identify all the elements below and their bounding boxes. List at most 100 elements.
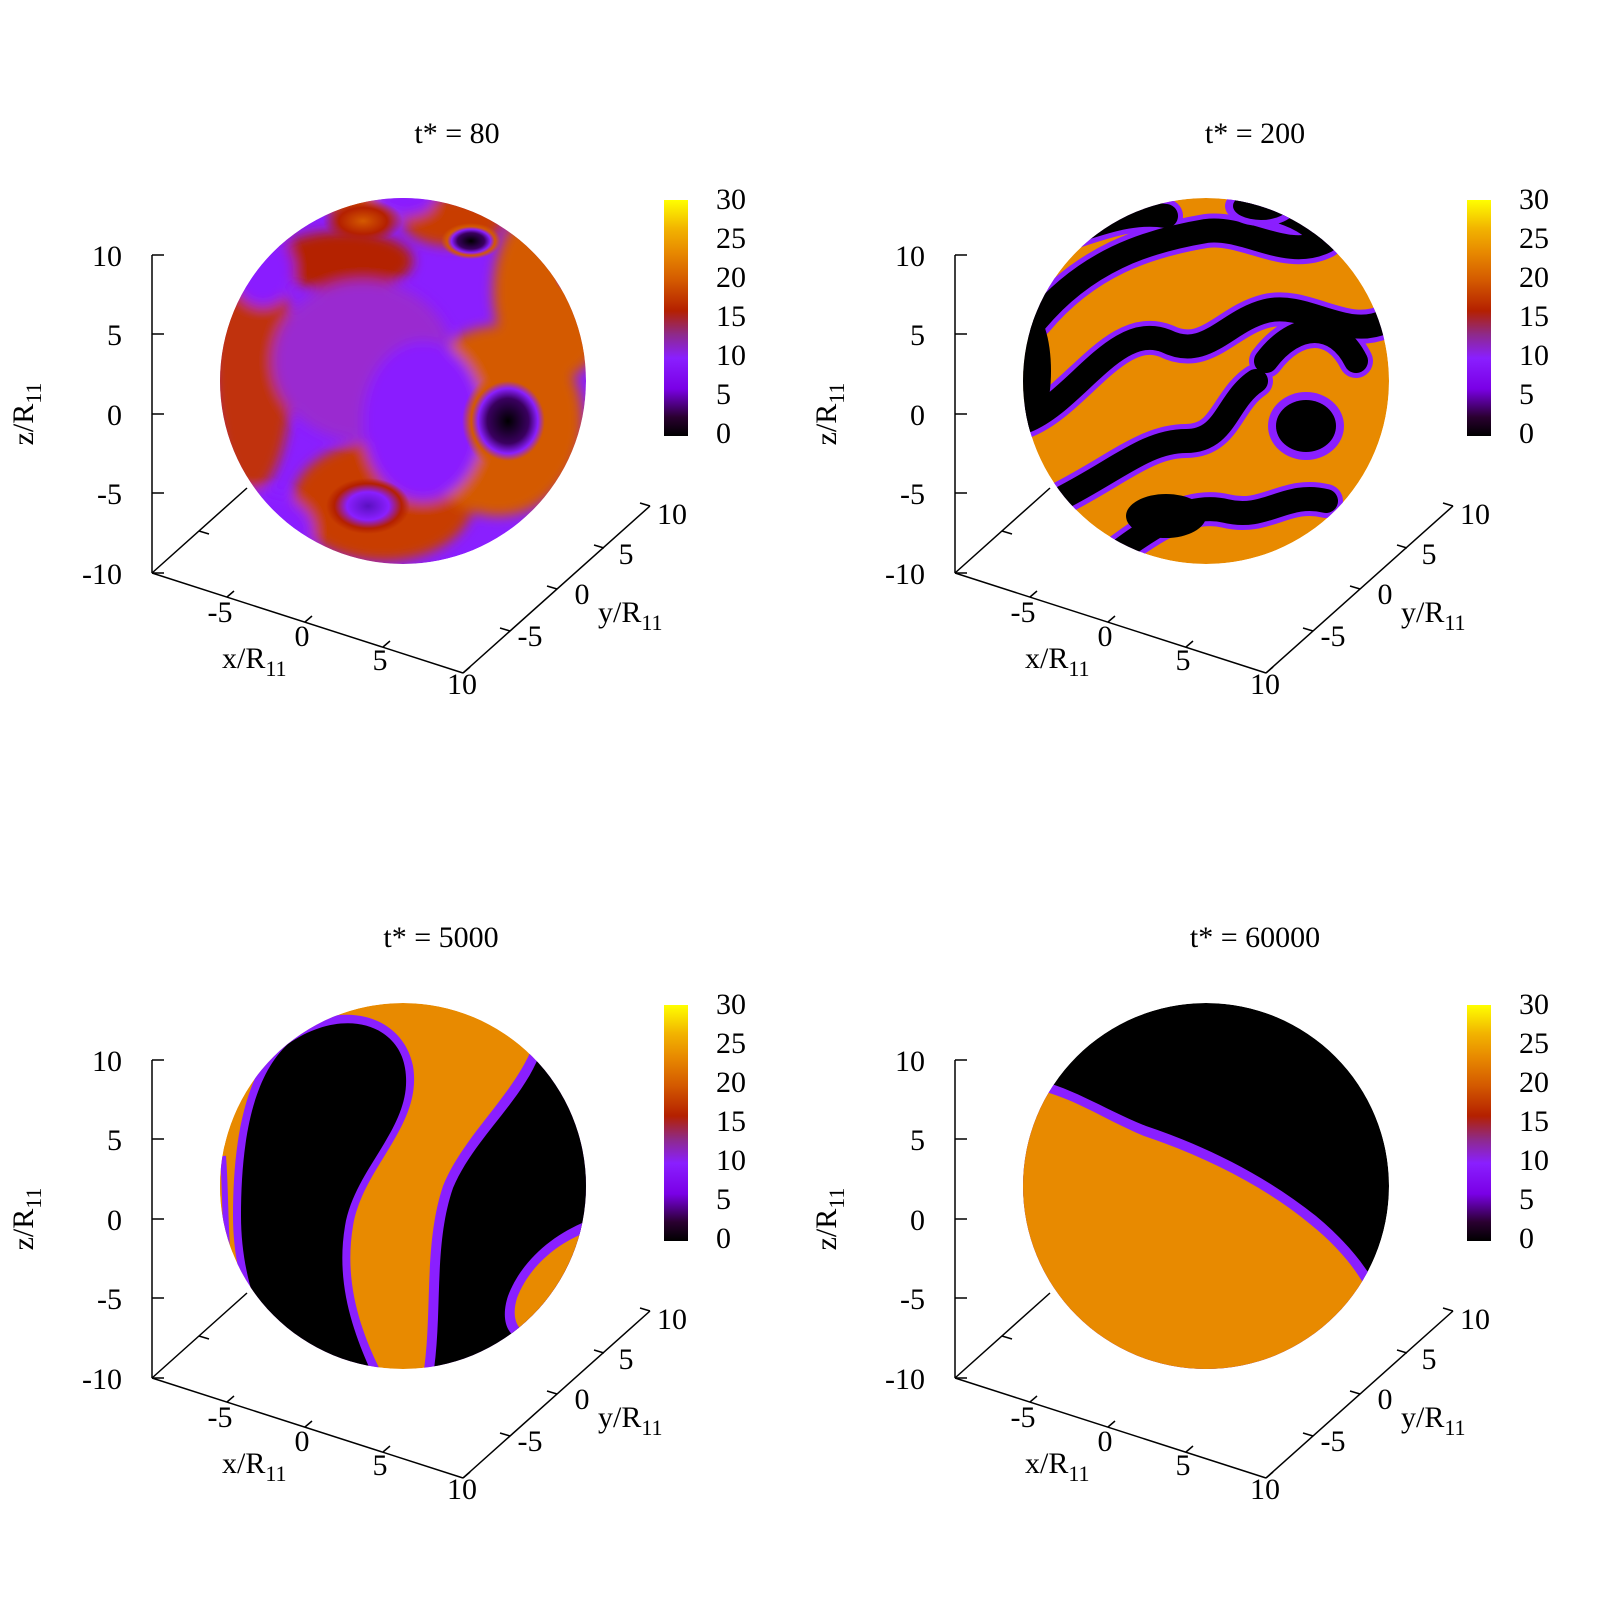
x-tick: 5: [373, 644, 388, 677]
y-axis-label: y/R11: [1401, 1401, 1466, 1440]
colorbar-tick: 15: [716, 300, 746, 333]
x-tick: -5: [208, 1401, 233, 1434]
y-tick: -5: [1321, 1425, 1346, 1458]
colorbar-tick: 25: [716, 222, 746, 255]
colorbar-tick: 10: [716, 1144, 746, 1177]
colorbar-tick: 30: [716, 988, 746, 1021]
z-tick: 10: [92, 1045, 122, 1078]
colorbar-tick: 20: [716, 1066, 746, 1099]
x-tick: 10: [1250, 1473, 1280, 1506]
z-axis-label: z/R11: [810, 383, 849, 446]
y-tick: 5: [619, 1343, 634, 1376]
y-tick: 10: [657, 1303, 687, 1336]
y-tick: 10: [1460, 1303, 1490, 1336]
y-tick: 0: [575, 578, 590, 611]
axes-3d: [954, 254, 1454, 674]
x-axis-label: x/R11: [222, 642, 287, 681]
z-tick: -10: [885, 558, 925, 591]
y-tick: 10: [1460, 498, 1490, 531]
y-tick: 5: [619, 538, 634, 571]
colorbar-tick: 20: [716, 261, 746, 294]
x-tick: -5: [208, 596, 233, 629]
x-tick: 5: [1176, 1449, 1191, 1482]
colorbar-tick: 0: [1519, 1222, 1534, 1255]
z-tick: -10: [885, 1363, 925, 1396]
z-tick: -10: [82, 558, 122, 591]
y-axis-label: y/R11: [1401, 596, 1466, 635]
y-tick: 0: [1378, 1383, 1393, 1416]
x-tick: 10: [1250, 668, 1280, 701]
colorbar-tick: 0: [716, 1222, 731, 1255]
x-axis-label: x/R11: [1025, 642, 1090, 681]
panel-title: t* = 200: [1205, 117, 1305, 150]
axes-3d: [151, 254, 651, 674]
y-tick: -5: [1321, 620, 1346, 653]
y-tick: -5: [518, 1425, 543, 1458]
x-tick: -5: [1011, 1401, 1036, 1434]
colorbar-tick: 5: [1519, 1183, 1534, 1216]
z-tick: -5: [900, 1283, 925, 1316]
colorbar-tick: 0: [716, 417, 731, 450]
x-tick: 10: [447, 1473, 477, 1506]
z-tick: 10: [92, 240, 122, 273]
y-tick: 0: [575, 1383, 590, 1416]
y-tick: 5: [1422, 1343, 1437, 1376]
z-tick: 0: [107, 1204, 122, 1237]
colorbar-tick: 25: [1519, 222, 1549, 255]
y-tick: -5: [518, 620, 543, 653]
axes-3d: [954, 1059, 1454, 1479]
panel-title: t* = 60000: [1190, 921, 1320, 954]
colorbar-tick: 30: [1519, 988, 1549, 1021]
sphere-surface: [220, 198, 586, 564]
z-tick: 0: [910, 1204, 925, 1237]
colorbar: 30 25 20 15 10 5 0: [1467, 183, 1549, 450]
z-tick: 10: [895, 240, 925, 273]
y-tick: 10: [657, 498, 687, 531]
colorbar-tick: 15: [716, 1105, 746, 1138]
colorbar-tick: 15: [1519, 300, 1549, 333]
colorbar: 30 25 20 15 10 5 0: [664, 988, 746, 1255]
x-axis-label: x/R11: [1025, 1447, 1090, 1486]
colorbar: 30 25 20 15 10 5 0: [1467, 988, 1549, 1255]
svg-text:z/R11: z/R11: [7, 1188, 46, 1251]
y-tick: 0: [1378, 578, 1393, 611]
colorbar-tick: 5: [716, 378, 731, 411]
colorbar-tick: 10: [1519, 339, 1549, 372]
panel-t60000: t* = 60000 10 5 0 -5 -10 z/R11: [810, 921, 1549, 1506]
svg-text:z/R11: z/R11: [810, 1188, 849, 1251]
panel-t5000: t* = 5000 10 5 0 -5 -10 z/R11: [7, 921, 746, 1506]
colorbar-tick: 10: [1519, 1144, 1549, 1177]
svg-text:z/R11: z/R11: [810, 383, 849, 446]
colorbar-tick: 30: [1519, 183, 1549, 216]
x-tick: 10: [447, 668, 477, 701]
y-axis-label: y/R11: [598, 1401, 663, 1440]
x-tick: 5: [373, 1449, 388, 1482]
colorbar-tick: 20: [1519, 261, 1549, 294]
z-tick: 0: [910, 399, 925, 432]
x-tick: 0: [295, 1425, 310, 1458]
sphere-surface: [220, 1003, 586, 1369]
x-tick: -5: [1011, 596, 1036, 629]
sphere-surface: [1023, 1003, 1389, 1369]
axes-3d: [151, 1059, 651, 1479]
z-tick: -5: [97, 478, 122, 511]
colorbar-tick: 20: [1519, 1066, 1549, 1099]
colorbar-tick: 0: [1519, 417, 1534, 450]
colorbar-tick: 15: [1519, 1105, 1549, 1138]
panel-title: t* = 80: [414, 117, 499, 150]
z-tick: -10: [82, 1363, 122, 1396]
y-tick: 5: [1422, 538, 1437, 571]
colorbar-tick: 30: [716, 183, 746, 216]
panel-t200: t* = 200 10 5 0 -5 -10 z/R11: [810, 117, 1549, 701]
x-tick: 0: [1098, 620, 1113, 653]
colorbar-tick: 5: [716, 1183, 731, 1216]
x-tick: 5: [1176, 644, 1191, 677]
colorbar-tick: 10: [716, 339, 746, 372]
z-tick: -5: [97, 1283, 122, 1316]
z-tick: -5: [900, 478, 925, 511]
z-tick: 5: [107, 319, 122, 352]
colorbar-tick: 25: [716, 1027, 746, 1060]
z-tick: 5: [910, 1124, 925, 1157]
x-tick: 0: [1098, 1425, 1113, 1458]
